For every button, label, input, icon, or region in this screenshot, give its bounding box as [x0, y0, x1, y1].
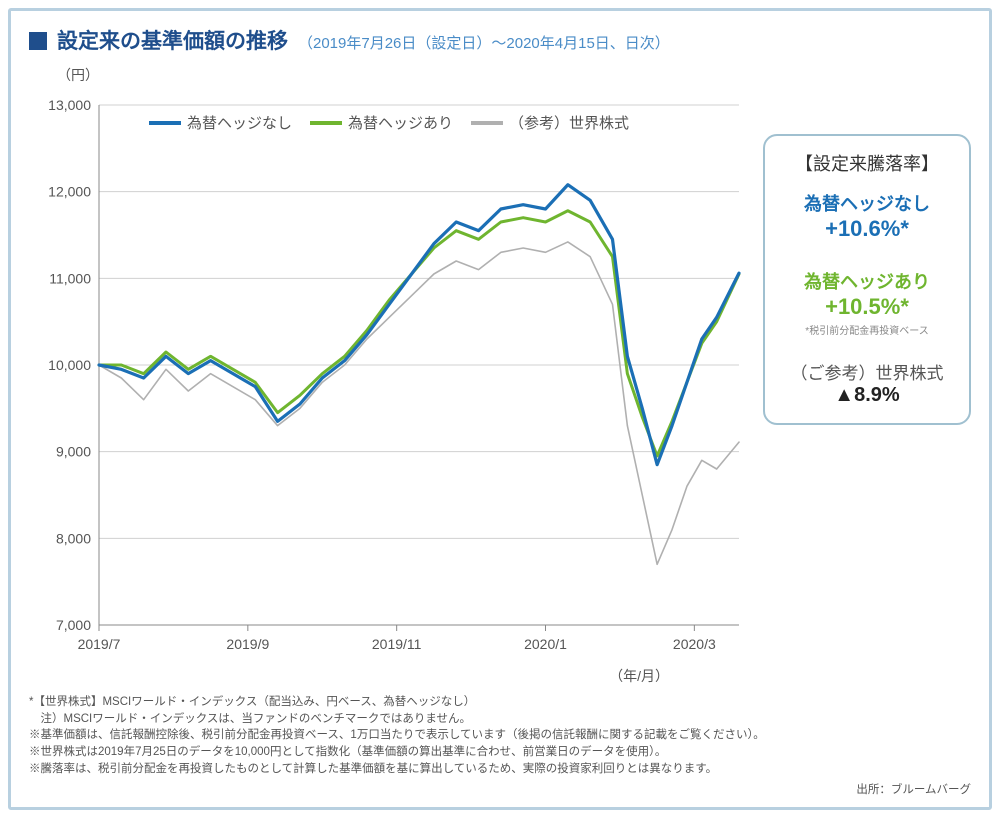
summary-title: 【設定来騰落率】 [773, 150, 961, 176]
title-bullet-icon [29, 32, 47, 50]
svg-text:13,000: 13,000 [48, 97, 91, 113]
series-a-label: 為替ヘッジなし [773, 190, 961, 216]
title-row: 設定来の基準価額の推移 （2019年7月26日（設定日）～2020年4月15日、… [29, 25, 971, 55]
series-b-value: +10.5%* [773, 294, 961, 320]
svg-text:7,000: 7,000 [56, 617, 91, 633]
svg-text:2019/9: 2019/9 [226, 636, 269, 652]
returns-summary-box: 【設定来騰落率】 為替ヘッジなし +10.6%* 為替ヘッジあり +10.5%*… [763, 134, 971, 425]
svg-text:2020/3: 2020/3 [673, 636, 716, 652]
svg-text:2019/11: 2019/11 [372, 636, 422, 652]
series-a-value: +10.6%* [773, 216, 961, 242]
reference-value: ▲8.9% [773, 384, 961, 407]
reference-label: （ご参考）世界株式 [773, 359, 961, 384]
line-chart: 7,000 8,000 9,000 10,000 11,000 12,000 13,000 2… [29, 85, 749, 670]
svg-text:12,000: 12,000 [48, 184, 91, 200]
chart-title: 設定来の基準価額の推移 [57, 25, 288, 55]
y-axis-unit: （円） [57, 65, 749, 85]
chart-area: （円） 7,000 8,000 9,000 10,000 11,000 12,000 13,… [29, 59, 749, 686]
svg-text:11,000: 11,000 [49, 270, 91, 286]
svg-text:9,000: 9,000 [56, 444, 91, 460]
svg-text:（参考）世界株式: （参考）世界株式 [509, 115, 629, 132]
svg-text:2020/1: 2020/1 [524, 636, 567, 652]
chart-notes: *【世界株式】MSCIワールド・インデックス（配当込み、円ベース、為替ヘッジなし… [29, 694, 971, 777]
summary-footnote: *税引前分配金再投資ベース [773, 322, 961, 337]
svg-text:8,000: 8,000 [56, 530, 91, 546]
svg-text:為替ヘッジあり: 為替ヘッジあり [348, 115, 453, 132]
chart-panel: 設定来の基準価額の推移 （2019年7月26日（設定日）～2020年4月15日、… [8, 8, 992, 810]
svg-text:2019/7: 2019/7 [78, 636, 121, 652]
series-b-label: 為替ヘッジあり [773, 268, 961, 294]
chart-subtitle: （2019年7月26日（設定日）～2020年4月15日、日次） [298, 32, 670, 53]
svg-text:為替ヘッジなし: 為替ヘッジなし [187, 115, 292, 132]
x-axis-unit: （年/月） [29, 666, 669, 686]
source-attribution: 出所：ブルームバーグ [29, 781, 971, 797]
svg-text:10,000: 10,000 [48, 357, 91, 373]
